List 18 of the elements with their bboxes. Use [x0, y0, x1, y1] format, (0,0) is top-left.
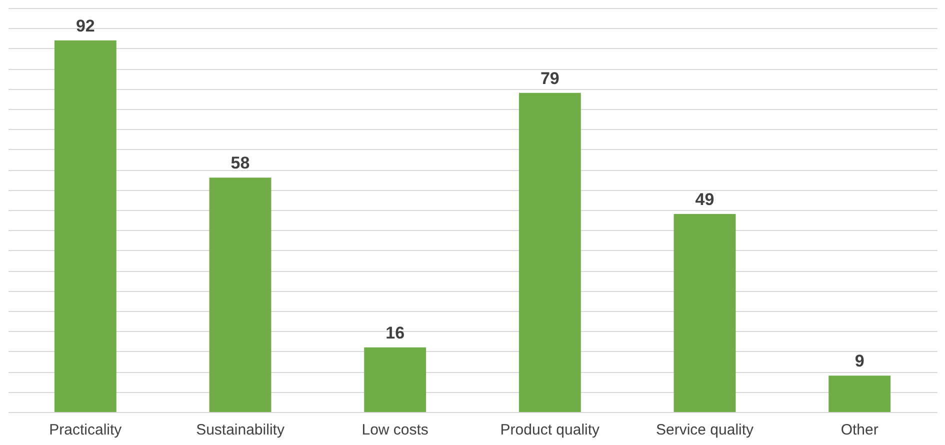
data-label: 16 [386, 323, 405, 342]
bar [209, 178, 272, 412]
bar [364, 347, 426, 412]
data-label: 49 [695, 190, 714, 210]
bar [518, 92, 581, 412]
data-label: 79 [540, 68, 560, 88]
x-tick-label: Low costs [362, 422, 428, 438]
bar [828, 376, 891, 412]
data-label: 9 [854, 352, 864, 371]
x-tick-label: Sustainability [196, 422, 285, 438]
x-tick-label: Other [840, 422, 878, 438]
bar [674, 214, 736, 412]
x-tick-label: Product quality [500, 422, 600, 438]
x-tick-label: Service quality [656, 422, 754, 438]
bar [54, 40, 116, 412]
x-tick-label: Practicality [49, 422, 122, 438]
data-label: 92 [76, 16, 95, 36]
data-label: 58 [230, 154, 250, 173]
